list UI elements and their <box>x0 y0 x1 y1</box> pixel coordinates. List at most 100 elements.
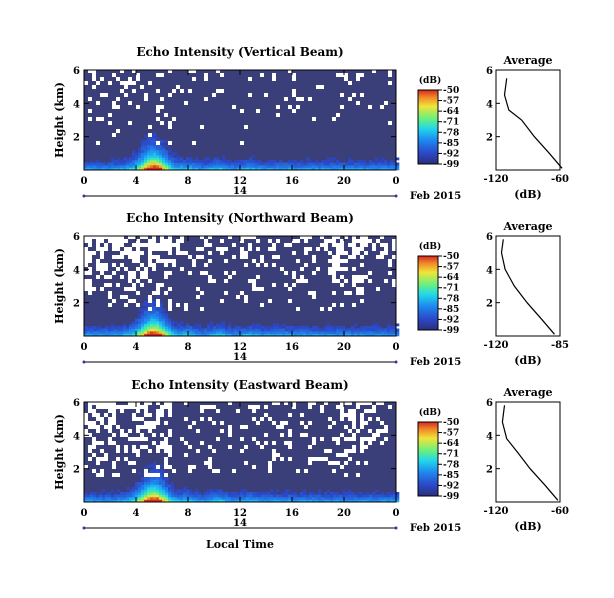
missing-cell <box>168 413 172 417</box>
echo-cell <box>261 333 265 337</box>
echo-cell <box>327 494 331 498</box>
missing-cell <box>384 251 388 255</box>
echo-cell <box>162 331 166 334</box>
missing-cell <box>148 279 152 283</box>
echo-cell <box>132 326 136 329</box>
echo-cell <box>225 165 229 168</box>
missing-cell <box>84 271 88 275</box>
missing-cell <box>140 283 144 287</box>
echo-cell <box>384 162 388 166</box>
echo-cell <box>117 494 121 498</box>
missing-cell <box>104 425 108 429</box>
echo-cell <box>390 165 394 168</box>
echo-cell <box>180 165 184 168</box>
echo-cell <box>177 499 181 503</box>
missing-cell <box>288 433 292 437</box>
missing-cell <box>104 275 108 279</box>
missing-cell <box>112 441 116 445</box>
echo-cell <box>354 494 358 498</box>
echo-cell <box>87 328 91 332</box>
echo-cell <box>378 494 382 498</box>
missing-cell <box>344 449 348 453</box>
echo-cell <box>342 492 346 495</box>
echo-cell <box>159 313 163 317</box>
echo-cell <box>207 162 211 166</box>
missing-cell <box>260 255 264 259</box>
missing-cell <box>340 251 344 255</box>
echo-cell <box>87 162 91 166</box>
echo-cell <box>318 499 322 503</box>
missing-cell <box>280 267 284 271</box>
echo-cell <box>222 497 226 500</box>
echo-cell <box>114 160 118 163</box>
echo-cell <box>165 313 169 317</box>
echo-cell <box>114 333 118 337</box>
echo-cell <box>183 487 187 490</box>
echo-cell <box>372 326 376 329</box>
echo-cell <box>162 482 166 485</box>
echo-cell <box>249 162 253 166</box>
missing-cell <box>100 77 104 81</box>
missing-cell <box>348 81 352 85</box>
echo-cell <box>225 494 229 498</box>
echo-cell <box>318 162 322 166</box>
echo-cell <box>273 160 277 163</box>
echo-cell <box>159 167 163 171</box>
echo-cell <box>378 165 382 168</box>
echo-cell <box>141 140 145 143</box>
echo-cell <box>216 157 220 161</box>
missing-cell <box>164 441 168 445</box>
echo-cell <box>213 497 217 500</box>
missing-cell <box>188 469 192 473</box>
echo-cell <box>312 492 316 495</box>
echo-cell <box>255 326 259 329</box>
echo-cell <box>246 499 250 503</box>
echo-cell <box>303 494 307 498</box>
echo-cell <box>345 497 349 500</box>
echo-cell <box>138 497 142 500</box>
missing-cell <box>112 235 116 239</box>
echo-cell <box>108 497 112 500</box>
echo-cell <box>336 499 340 503</box>
missing-cell <box>232 243 236 247</box>
missing-cell <box>156 243 160 247</box>
echo-cell <box>216 328 220 332</box>
missing-cell <box>268 239 272 243</box>
missing-cell <box>136 453 140 457</box>
echo-cell <box>243 333 247 337</box>
x-tick-label: 8 <box>185 342 192 353</box>
missing-cell <box>108 275 112 279</box>
missing-cell <box>88 433 92 437</box>
echo-cell <box>216 167 220 171</box>
echo-cell <box>378 328 382 332</box>
echo-cell <box>360 333 364 337</box>
echo-cell <box>258 333 262 337</box>
echo-cell <box>147 140 151 143</box>
echo-cell <box>177 331 181 334</box>
echo-cell <box>213 167 217 171</box>
missing-cell <box>180 437 184 441</box>
echo-cell <box>132 167 136 171</box>
echo-cell <box>273 333 277 337</box>
missing-cell <box>92 251 96 255</box>
y-tick-label: 2 <box>73 465 80 476</box>
missing-cell <box>360 417 364 421</box>
echo-cell <box>132 489 136 493</box>
missing-cell <box>140 235 144 239</box>
average-y-tick-label: 6 <box>486 66 493 77</box>
missing-cell <box>224 279 228 283</box>
echo-cell <box>144 308 148 312</box>
echo-cell <box>153 160 157 163</box>
echo-cell <box>351 162 355 166</box>
echo-cell <box>369 326 373 329</box>
echo-cell <box>279 165 283 168</box>
echo-cell <box>120 492 124 495</box>
echo-cell <box>327 499 331 503</box>
missing-cell <box>196 287 200 291</box>
echo-cell <box>366 494 370 498</box>
missing-cell <box>284 283 288 287</box>
echo-cell <box>348 494 352 498</box>
missing-cell <box>364 243 368 247</box>
missing-cell <box>336 441 340 445</box>
